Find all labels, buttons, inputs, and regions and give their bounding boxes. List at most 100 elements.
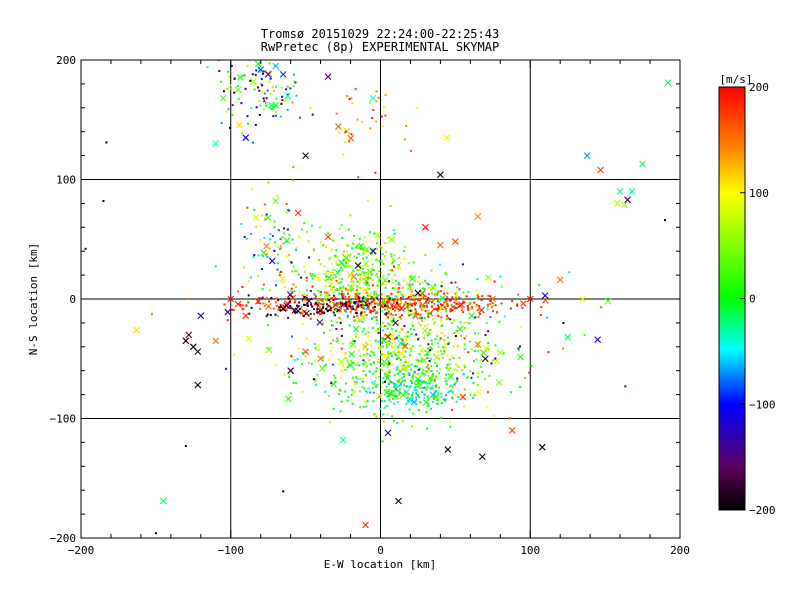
data-point-dot bbox=[247, 294, 250, 297]
data-point-dot bbox=[360, 247, 363, 250]
y-tick-label: 100 bbox=[56, 174, 76, 187]
data-point-dot bbox=[239, 303, 242, 306]
data-point-x bbox=[369, 247, 377, 255]
data-point-dot bbox=[296, 304, 299, 307]
data-point-dot bbox=[335, 309, 338, 312]
data-point-dot bbox=[485, 321, 488, 324]
data-point-dot bbox=[373, 232, 376, 235]
x-tick-label: −200 bbox=[68, 544, 95, 557]
data-point-dot bbox=[255, 69, 258, 72]
data-point-dot bbox=[487, 294, 490, 297]
data-point-dot bbox=[412, 296, 415, 299]
data-point-dot bbox=[425, 371, 428, 374]
data-point-dot bbox=[302, 323, 305, 326]
data-point-dot bbox=[433, 353, 436, 356]
data-point-dot bbox=[229, 84, 232, 87]
data-point-dot bbox=[425, 366, 428, 369]
data-point-dot bbox=[262, 108, 265, 111]
data-point-dot bbox=[348, 255, 351, 258]
data-point-dot bbox=[421, 371, 424, 374]
data-point-dot bbox=[416, 280, 419, 283]
data-point-dot bbox=[455, 293, 458, 296]
data-point-dot bbox=[231, 113, 234, 116]
data-point-dot bbox=[472, 360, 475, 363]
data-point-dot bbox=[362, 406, 365, 409]
data-point-dot bbox=[406, 335, 409, 338]
data-point-dot bbox=[311, 285, 314, 288]
data-point-dot bbox=[293, 301, 296, 304]
data-point-dot bbox=[332, 374, 335, 377]
data-point-dot bbox=[290, 354, 293, 357]
data-point-x bbox=[302, 152, 310, 159]
data-point-dot bbox=[372, 108, 375, 111]
data-point-dot bbox=[253, 208, 256, 211]
data-point-dot bbox=[424, 309, 427, 312]
data-point-dot bbox=[400, 293, 403, 296]
data-point-dot bbox=[348, 140, 351, 143]
data-point-dot bbox=[387, 281, 390, 284]
data-point-dot bbox=[297, 235, 300, 238]
data-point-dot bbox=[404, 301, 407, 304]
data-point-dot bbox=[364, 361, 367, 364]
data-point-dot bbox=[412, 373, 415, 376]
data-point-dot bbox=[334, 289, 337, 292]
data-point-dot bbox=[326, 303, 329, 306]
data-point-dot bbox=[421, 305, 424, 308]
data-point-x bbox=[289, 294, 297, 302]
data-point-dot bbox=[438, 372, 441, 375]
data-point-x bbox=[194, 381, 202, 389]
data-point-dot bbox=[373, 290, 376, 293]
data-point-dot bbox=[253, 88, 256, 91]
data-point-dot bbox=[375, 415, 378, 418]
data-point-dot bbox=[257, 275, 260, 278]
data-point-dot bbox=[291, 238, 294, 241]
data-point-dot bbox=[314, 359, 317, 362]
data-point-dot bbox=[330, 263, 333, 266]
data-point-dot bbox=[358, 269, 361, 272]
data-point-dot bbox=[426, 323, 429, 326]
data-point-dot bbox=[384, 313, 387, 316]
data-point-dot bbox=[405, 360, 408, 363]
data-point-dot bbox=[399, 316, 402, 319]
data-point-dot bbox=[281, 281, 284, 284]
data-point-dot bbox=[393, 232, 396, 235]
data-point-dot bbox=[397, 293, 400, 296]
data-point-dot bbox=[453, 305, 456, 308]
data-point-dot bbox=[407, 330, 410, 333]
data-point-dot bbox=[377, 346, 380, 349]
data-point-dot bbox=[261, 288, 264, 291]
data-point-dot bbox=[372, 372, 375, 375]
data-point-dot bbox=[257, 254, 260, 257]
data-point-dot bbox=[262, 254, 265, 257]
data-point-dot bbox=[495, 310, 498, 313]
data-point-dot bbox=[363, 387, 366, 390]
data-point-dot bbox=[352, 280, 355, 283]
data-point-dot bbox=[371, 381, 374, 384]
data-point-x bbox=[357, 242, 365, 250]
data-point-dot bbox=[387, 273, 390, 276]
data-point-dot bbox=[444, 398, 447, 401]
data-point-dot bbox=[354, 302, 357, 305]
data-point-dot bbox=[245, 237, 248, 240]
data-point-dot bbox=[408, 314, 411, 317]
data-point-x bbox=[318, 365, 326, 372]
data-point-dot bbox=[377, 358, 380, 361]
data-point-dot bbox=[373, 353, 376, 356]
data-point-dot bbox=[397, 316, 400, 319]
data-point-dot bbox=[387, 374, 390, 377]
data-point-dot bbox=[445, 394, 448, 397]
data-point-x bbox=[421, 327, 429, 334]
data-point-x bbox=[361, 286, 369, 294]
data-point-dot bbox=[386, 307, 389, 310]
data-point-dot bbox=[386, 404, 389, 407]
data-point-dot bbox=[387, 389, 390, 392]
data-point-dot bbox=[277, 308, 280, 311]
data-point-dot bbox=[430, 312, 433, 315]
data-point-dot bbox=[394, 309, 397, 312]
data-point-dot bbox=[288, 254, 291, 257]
data-point-dot bbox=[511, 300, 514, 303]
data-point-dot bbox=[369, 274, 372, 277]
data-point-dot bbox=[425, 370, 428, 373]
data-point-dot bbox=[492, 310, 495, 313]
data-point-dot bbox=[420, 291, 423, 294]
